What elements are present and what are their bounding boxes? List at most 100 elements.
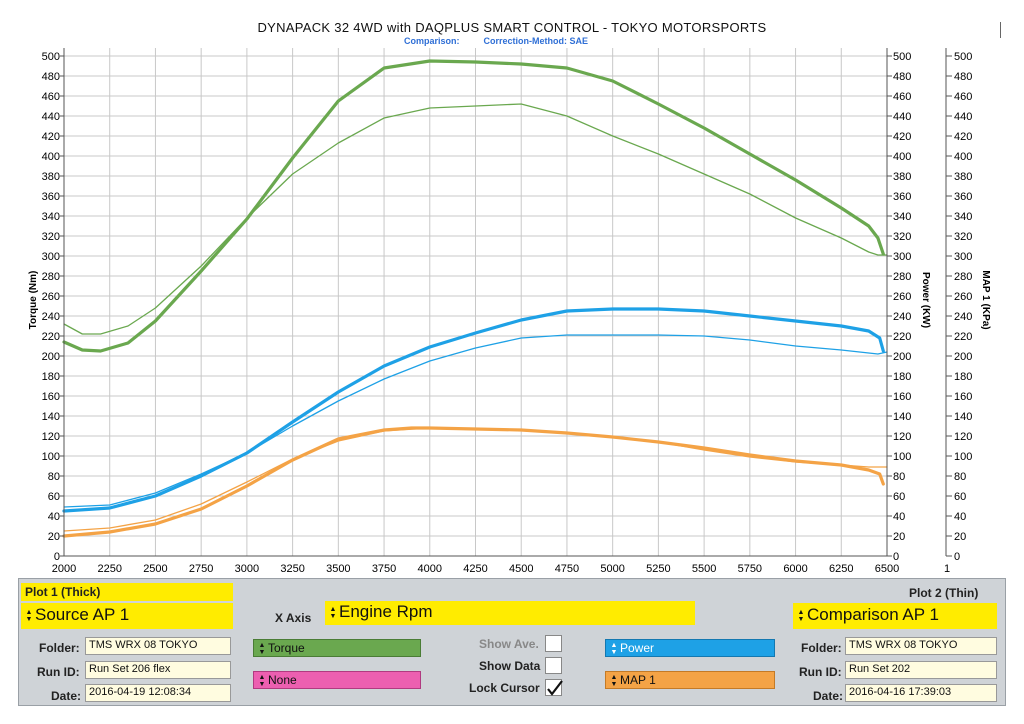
- y-tick-label-power: 120: [893, 431, 911, 443]
- xaxis-stepper-icon[interactable]: ▲ ▼: [329, 605, 337, 620]
- power-channel-select[interactable]: ▲ ▼ Power: [605, 639, 775, 657]
- power-channel-value: Power: [620, 641, 655, 655]
- y-tick-label-torque: 100: [42, 451, 60, 463]
- y-tick-label-power: 320: [893, 231, 911, 243]
- torque-channel-select[interactable]: ▲ ▼ Torque: [253, 639, 421, 657]
- y-tick-label-map: 60: [954, 491, 966, 503]
- y-tick-label-map: 440: [954, 111, 972, 123]
- x-tick-label: 3250: [280, 563, 304, 575]
- left-date-field[interactable]: 2016-04-19 12:08:34: [85, 684, 231, 702]
- plot1-label: Plot 1 (Thick): [21, 583, 233, 601]
- y-tick-label-map: 340: [954, 211, 972, 223]
- xaxis-selector[interactable]: ▲ ▼ Engine Rpm: [325, 601, 695, 625]
- y-tick-label-power: 160: [893, 391, 911, 403]
- y-axis-label-power: Power (KW): [920, 272, 931, 328]
- y-tick-label-torque: 300: [42, 251, 60, 263]
- y-tick-label-torque: 380: [42, 171, 60, 183]
- right-runid-field[interactable]: Run Set 202: [845, 661, 997, 679]
- y-tick-label-torque: 420: [42, 131, 60, 143]
- y-tick-label-torque: 240: [42, 311, 60, 323]
- source-selector[interactable]: ▲ ▼ Source AP 1: [21, 603, 233, 629]
- y-tick-label-torque: 120: [42, 431, 60, 443]
- series-group: [62, 59, 888, 538]
- y-tick-label-map: 220: [954, 331, 972, 343]
- x-tick-label: 5500: [692, 563, 716, 575]
- y-tick-label-map: 280: [954, 271, 972, 283]
- right-folder-field[interactable]: TMS WRX 08 TOKYO: [845, 637, 997, 655]
- y-tick-label-torque: 200: [42, 351, 60, 363]
- show-average-checkbox[interactable]: [545, 635, 562, 652]
- plot2-label: Plot 2 (Thin): [909, 586, 979, 600]
- series-line-torque_source: [62, 59, 885, 353]
- series-line-map_compare: [63, 427, 888, 532]
- y-tick-label-torque: 440: [42, 111, 60, 123]
- comparison-label: Comparison:: [404, 36, 460, 46]
- show-data-label: Show Data: [479, 659, 541, 673]
- x-tick-label: 5000: [600, 563, 624, 575]
- y-tick-label-torque: 360: [42, 191, 60, 203]
- y-tick-label-map: 140: [954, 411, 972, 423]
- y-tick-label-torque: 480: [42, 71, 60, 83]
- x-tick-label: 2500: [143, 563, 167, 575]
- y-tick-label-torque: 460: [42, 91, 60, 103]
- y-tick-label-power: 480: [893, 71, 911, 83]
- map-channel-select[interactable]: ▲ ▼ MAP 1: [605, 671, 775, 689]
- right-date-field[interactable]: 2016-04-16 17:39:03: [845, 684, 997, 702]
- x-tick-label: 3000: [235, 563, 259, 575]
- y-tick-label-map: 380: [954, 171, 972, 183]
- tick-labels: 2000 2250 2500 2750 3000 3250 3500 3750 4000 4250…: [42, 51, 973, 575]
- comparison-selector[interactable]: ▲ ▼ Comparison AP 1: [793, 603, 997, 629]
- y-axis-label-torque: Torque (Nm): [28, 271, 39, 330]
- torque-stepper-icon[interactable]: ▲ ▼: [258, 641, 266, 656]
- y-tick-label-map: 500: [954, 51, 972, 63]
- lock-cursor-label: Lock Cursor: [469, 681, 540, 695]
- y-tick-label-map: 40: [954, 511, 966, 523]
- none-stepper-icon[interactable]: ▲ ▼: [258, 673, 266, 688]
- y-tick-label-map: 240: [954, 311, 972, 323]
- x-tick-label: 6500: [875, 563, 899, 575]
- y-tick-label-power: 380: [893, 171, 911, 183]
- y-tick-label-power: 200: [893, 351, 911, 363]
- y-tick-label-power: 280: [893, 271, 911, 283]
- none-channel-select[interactable]: ▲ ▼ None: [253, 671, 421, 689]
- y-tick-label-power: 400: [893, 151, 911, 163]
- x-tick-label: 2750: [189, 563, 213, 575]
- y-tick-label-power: 360: [893, 191, 911, 203]
- left-runid-field[interactable]: Run Set 206 flex: [85, 661, 231, 679]
- header-divider: [1000, 22, 1001, 38]
- y-tick-label-power: 140: [893, 411, 911, 423]
- comparison-stepper-icon[interactable]: ▲ ▼: [797, 608, 805, 623]
- y-tick-label-power: 260: [893, 291, 911, 303]
- y-tick-label-torque: 80: [48, 471, 60, 483]
- series-line-power_compare: [63, 334, 888, 508]
- series-line-torque_compare: [63, 103, 888, 335]
- left-folder-field[interactable]: TMS WRX 08 TOKYO: [85, 637, 231, 655]
- left-date-label: Date:: [51, 689, 82, 703]
- left-runid-label: Run ID:: [37, 665, 80, 679]
- y-tick-label-power: 20: [893, 531, 905, 543]
- y-tick-label-map: 460: [954, 91, 972, 103]
- y-tick-label-map: 420: [954, 131, 972, 143]
- chart-title: DYNAPACK 32 4WD with DAQPLUS SMART CONTR…: [257, 20, 767, 35]
- source-stepper-icon[interactable]: ▲ ▼: [25, 608, 33, 623]
- y-tick-label-map: 20: [954, 531, 966, 543]
- lock-cursor-checkbox[interactable]: [545, 679, 563, 696]
- dyno-chart[interactable]: 2000 2250 2500 2750 3000 3250 3500 3750 4000 4250…: [0, 0, 1024, 578]
- power-stepper-icon[interactable]: ▲ ▼: [610, 641, 618, 656]
- y-tick-label-map: 200: [954, 351, 972, 363]
- map-stepper-icon[interactable]: ▲ ▼: [610, 673, 618, 688]
- y-tick-label-torque: 160: [42, 391, 60, 403]
- y-tick-label-torque: 40: [48, 511, 60, 523]
- x-tick-label: 4750: [555, 563, 579, 575]
- left-folder-label: Folder:: [39, 641, 80, 655]
- y-tick-label-power: 80: [893, 471, 905, 483]
- right-date-label: Date:: [813, 689, 844, 703]
- y-tick-label-power: 340: [893, 211, 911, 223]
- x-tick-label: 6000: [783, 563, 807, 575]
- x-tick-label: 4000: [418, 563, 442, 575]
- y-tick-label-map: 120: [954, 431, 972, 443]
- y-tick-label-power: 40: [893, 511, 905, 523]
- y-tick-label-torque: 220: [42, 331, 60, 343]
- show-data-checkbox[interactable]: [545, 657, 562, 674]
- none-channel-value: None: [268, 673, 297, 687]
